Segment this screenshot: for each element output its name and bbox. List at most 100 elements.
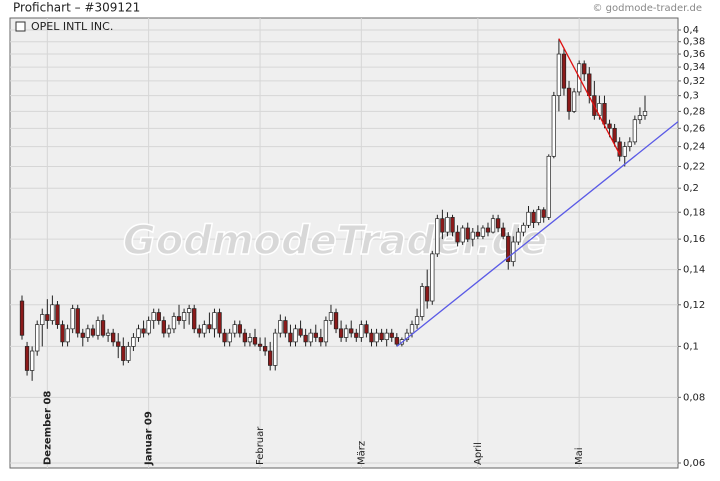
- candle-body: [232, 324, 237, 334]
- y-tick-label: 0,4: [683, 25, 699, 36]
- candle-body: [627, 141, 632, 147]
- legend-swatch: [15, 21, 26, 32]
- candle-body: [29, 350, 35, 371]
- chart-title: Profichart – #309121: [13, 1, 140, 15]
- candle-body: [556, 53, 562, 97]
- candle-body: [111, 332, 116, 343]
- candle-body: [516, 231, 521, 243]
- candle-body: [490, 218, 496, 233]
- y-tick-label: 0,12: [683, 300, 705, 311]
- candle-body: [171, 316, 177, 330]
- candle-body: [430, 253, 435, 302]
- y-tick-label: 0,34: [683, 62, 705, 73]
- candle-body: [419, 286, 425, 317]
- y-tick-label: 0,2: [683, 183, 699, 194]
- y-tick-label: 0,22: [683, 161, 705, 172]
- candle-body: [298, 328, 303, 336]
- x-tick-label: März: [356, 441, 367, 465]
- candle-body: [181, 312, 187, 321]
- candle-body: [602, 103, 607, 125]
- candle-body: [622, 146, 627, 157]
- trendline: [396, 120, 678, 347]
- candle-body: [526, 211, 531, 226]
- candle-body: [95, 320, 101, 336]
- candle-body: [495, 218, 501, 229]
- candle-body: [65, 328, 70, 343]
- candle-body: [414, 316, 420, 326]
- candle-body: [394, 337, 399, 345]
- candle-body: [582, 63, 587, 75]
- candle-body: [435, 218, 440, 255]
- candle-body: [425, 286, 430, 302]
- grid: [10, 18, 678, 468]
- plot-area: [9, 17, 679, 469]
- candle-body: [642, 111, 648, 116]
- candle-body: [338, 328, 344, 338]
- y-tick-label: 0,16: [683, 234, 705, 245]
- candle-body: [136, 328, 141, 338]
- candle-body: [35, 324, 40, 352]
- trendline: [558, 38, 621, 155]
- candle-body: [237, 324, 242, 334]
- candle-body: [571, 91, 577, 112]
- x-tick-label: Februar: [255, 426, 266, 465]
- candle-body: [247, 337, 253, 343]
- x-tick-label: Januar 09: [144, 411, 155, 466]
- candle-body: [440, 218, 445, 233]
- candle-body: [409, 324, 415, 334]
- candle-body: [323, 320, 329, 343]
- candle-body: [455, 231, 460, 243]
- y-tick-label: 0,08: [683, 392, 705, 403]
- y-tick-label: 0,1: [683, 341, 699, 352]
- candle-body: [359, 324, 364, 338]
- candle-body: [344, 328, 349, 338]
- candle-body: [192, 308, 197, 330]
- candle-body: [470, 231, 475, 240]
- legend-label: OPEL INTL INC.: [31, 20, 113, 33]
- x-tick-label: April: [473, 442, 484, 465]
- candle-body: [318, 337, 323, 343]
- y-tick-label: 0,06: [683, 458, 705, 469]
- candle-body: [283, 320, 288, 334]
- candle-body: [166, 328, 172, 334]
- candle-body: [354, 332, 359, 338]
- candle-body: [617, 141, 622, 157]
- candle-body: [612, 127, 617, 143]
- candle-body: [485, 227, 491, 233]
- candle-body: [308, 332, 313, 343]
- source: © godmode-trader.de: [593, 3, 703, 14]
- candle-body: [273, 332, 278, 366]
- candle-body: [217, 312, 222, 334]
- candle-body: [278, 320, 283, 334]
- candle-body: [293, 328, 298, 343]
- candle-body: [587, 73, 592, 97]
- x-tick-label: Mai: [574, 447, 585, 465]
- candle-body: [212, 312, 217, 330]
- candle-body: [384, 332, 389, 341]
- candle-body: [45, 314, 50, 321]
- candle-body: [551, 95, 556, 157]
- candle-body: [156, 312, 161, 321]
- y-tick-label: 0,26: [683, 123, 705, 134]
- candle-body: [126, 346, 131, 361]
- candle-body: [242, 332, 248, 343]
- candle-body: [328, 312, 334, 321]
- y-tick-label: 0,28: [683, 106, 705, 117]
- candle-body: [85, 328, 90, 338]
- candle-body: [288, 332, 293, 343]
- candle-body: [75, 308, 80, 334]
- candle-body: [60, 324, 65, 343]
- candle-body: [637, 115, 643, 121]
- candle-body: [70, 308, 75, 330]
- y-tick-label: 0,38: [683, 37, 705, 48]
- candle-body: [501, 227, 506, 237]
- candle-body: [379, 332, 384, 341]
- candle-body: [460, 227, 465, 243]
- candle-body: [546, 155, 551, 218]
- candle-body: [50, 304, 55, 321]
- candle-body: [445, 217, 450, 233]
- candle-body: [536, 209, 541, 223]
- x-tick-label: Dezember 08: [42, 391, 53, 465]
- candle-body: [202, 324, 207, 334]
